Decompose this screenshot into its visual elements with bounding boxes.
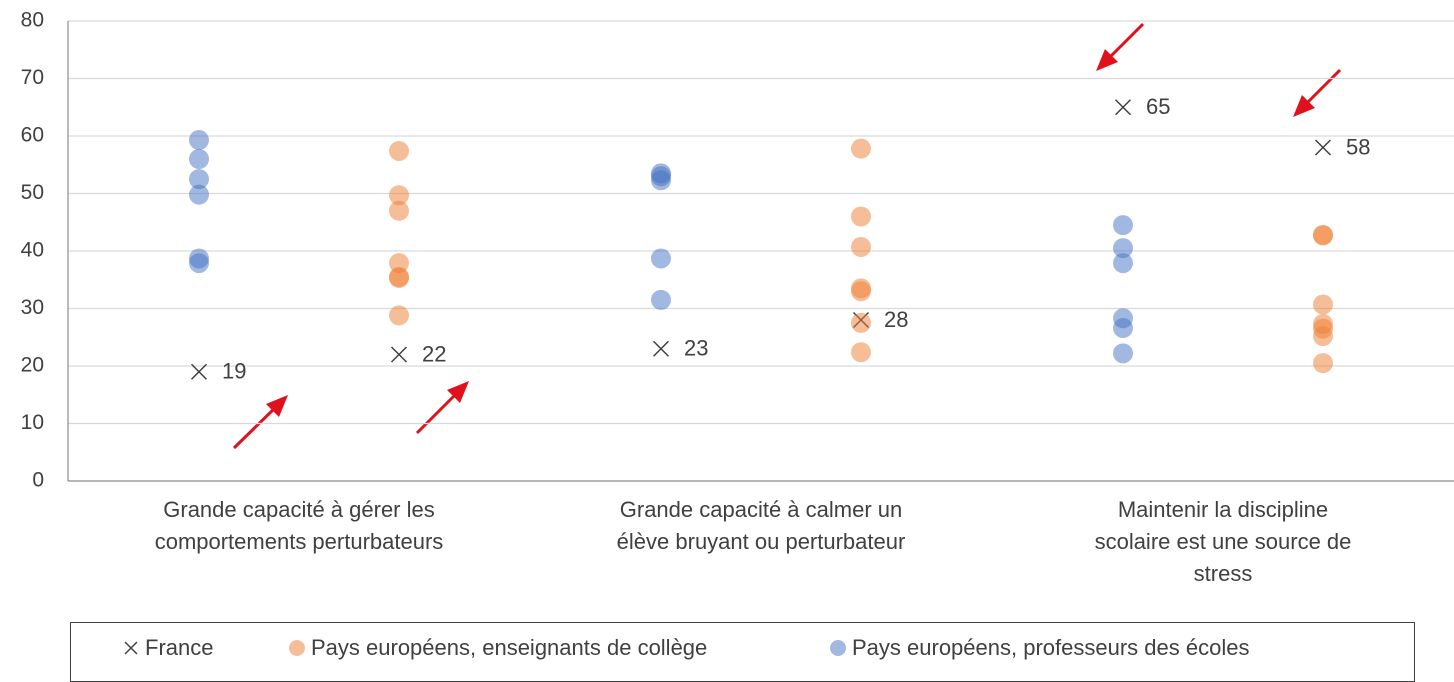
point [389, 200, 409, 221]
point [851, 342, 871, 363]
data-label: 65 [1146, 94, 1170, 119]
data-label: 58 [1346, 134, 1370, 159]
arrow [1104, 22, 1145, 63]
legend: France Pays européens, enseignants de co… [70, 622, 1415, 682]
annotation-arrows [232, 22, 1342, 450]
legend-label: Pays européens, enseignants de collège [311, 635, 708, 660]
x-marker [1114, 99, 1132, 116]
point [1313, 294, 1333, 315]
point [1313, 225, 1333, 246]
legend-marker [123, 635, 139, 660]
arrow [1301, 68, 1342, 109]
chart: 0 10 20 30 40 50 60 70 80 19 22 23 28 65 58 [21, 9, 1454, 492]
point [1113, 215, 1133, 236]
point [189, 253, 209, 274]
y-tick-label: 10 [21, 411, 44, 434]
y-tick-label: 0 [32, 469, 44, 492]
france-marker [190, 363, 208, 380]
point [189, 130, 209, 151]
point [1113, 238, 1133, 259]
x-marker [652, 340, 670, 357]
x-marker [1314, 139, 1332, 156]
legend-marker [830, 640, 846, 656]
point [651, 170, 671, 191]
point [1113, 253, 1133, 274]
legend-item: Pays européens, professeurs des écoles [830, 635, 1249, 661]
legend-item: France [123, 635, 213, 661]
legend-x [124, 641, 138, 655]
france-marker [652, 340, 670, 357]
y-tick-label: 70 [21, 66, 44, 89]
y-tick-label: 50 [21, 181, 44, 204]
x-tick-label: Grande capacité à gérer les comportement… [154, 497, 444, 554]
x-marker [390, 346, 408, 363]
data-label: 23 [684, 336, 708, 361]
point [189, 149, 209, 169]
y-tick-label: 20 [21, 354, 44, 377]
data-label: 28 [884, 307, 908, 332]
arrow-head [447, 381, 469, 403]
arrow-head [266, 395, 288, 417]
point [1113, 343, 1133, 364]
point [189, 169, 209, 190]
point [851, 206, 871, 227]
point [651, 248, 671, 269]
x-marker [190, 363, 208, 380]
y-tick-label: 80 [21, 9, 44, 32]
point [389, 268, 409, 289]
point [189, 184, 209, 205]
arrow-head [1293, 95, 1315, 117]
france-marker [390, 346, 408, 363]
france-marker [1114, 99, 1132, 116]
point [1313, 326, 1333, 347]
legend-label: France [145, 635, 214, 660]
x-tick-label: Grande capacité à calmer un élève bruyan… [616, 497, 906, 554]
x-tick-label: Maintenir la discipline scolaire est une… [1094, 497, 1352, 586]
data-label: 22 [422, 341, 446, 366]
arrow [232, 403, 280, 450]
arrow-head [1096, 49, 1118, 71]
data-label: 19 [222, 359, 246, 384]
y-tick-label: 30 [21, 296, 44, 319]
y-tick-label: 40 [21, 239, 44, 262]
point [389, 140, 409, 161]
legend-item: Pays européens, enseignants de collège [289, 635, 707, 661]
point [851, 236, 871, 257]
point [389, 185, 409, 206]
arrow [415, 389, 461, 435]
point [851, 138, 871, 159]
point [851, 312, 871, 333]
y-tick-label: 60 [21, 124, 44, 147]
point [1113, 318, 1133, 339]
legend-label: Pays européens, professeurs des écoles [852, 635, 1250, 660]
legend-marker [289, 640, 305, 656]
point [389, 253, 409, 274]
point [651, 289, 671, 310]
point [1313, 353, 1333, 374]
point [389, 305, 409, 326]
france-marker [1314, 139, 1332, 156]
point [851, 281, 871, 302]
